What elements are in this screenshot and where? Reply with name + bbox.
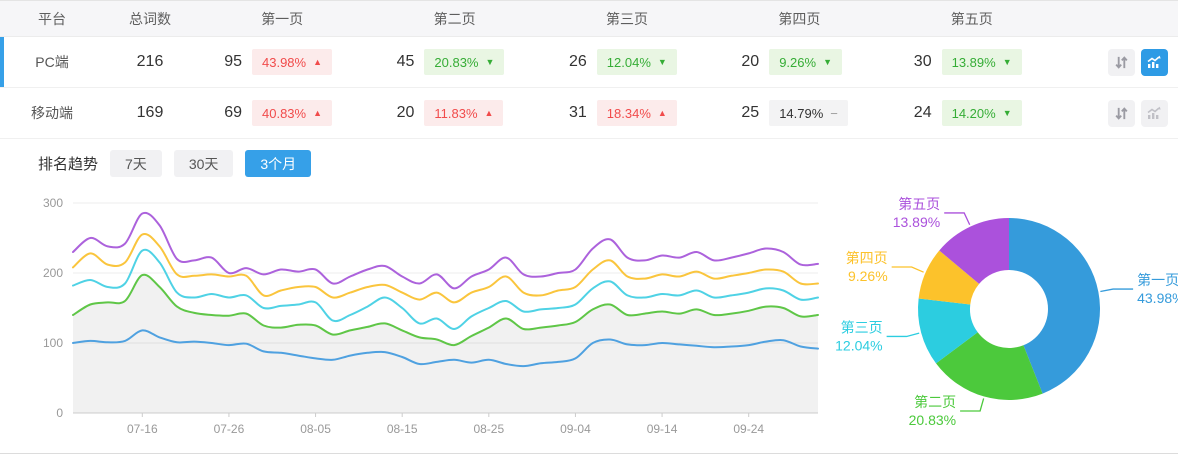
- page3-trend-badge: 12.04% ▼: [596, 49, 677, 75]
- page1-trend-badge: 43.98% ▲: [252, 49, 333, 75]
- svg-text:100: 100: [43, 336, 63, 350]
- range-tab-1[interactable]: 30天: [173, 150, 234, 177]
- page4-trend-badge: 14.79% −: [769, 100, 848, 126]
- line-chart-svg: 0 100 200 300 07-16 07-26 08-05 08-15 08-25 09-04…: [43, 196, 819, 436]
- svg-text:09-14: 09-14: [647, 422, 678, 436]
- col-header-page5: 第五页: [950, 10, 993, 27]
- svg-text:07-26: 07-26: [214, 422, 245, 436]
- range-tabs: 7天 30天 3个月: [110, 150, 312, 177]
- svg-text:20.83%: 20.83%: [909, 412, 956, 428]
- page2-count: 20: [396, 104, 415, 121]
- trend-arrow-icon: ▲: [313, 107, 323, 118]
- svg-text:300: 300: [43, 196, 63, 210]
- svg-text:08-05: 08-05: [300, 422, 331, 436]
- svg-text:12.04%: 12.04%: [835, 337, 882, 353]
- page3-count: 31: [569, 104, 587, 121]
- total-words: 216: [136, 53, 164, 70]
- donut-chart-svg: 第一页 43.98% 第二页 20.83% 第三页 12.04% 第四页 9.26% 第五页 13…: [835, 196, 1178, 428]
- col-header-page2: 第二页: [433, 10, 476, 27]
- page4-trend-badge: 9.26% ▼: [769, 49, 842, 75]
- charts-area: 0 100 200 300 07-16 07-26 08-05 08-15 08-25 09-04…: [0, 186, 1178, 453]
- trend-arrow-icon: ▼: [1002, 56, 1012, 67]
- trend-arrow-icon: ▲: [313, 56, 323, 67]
- svg-text:9.26%: 9.26%: [848, 268, 888, 284]
- range-tab-0[interactable]: 7天: [110, 150, 162, 177]
- page5-trend-badge: 14.20% ▼: [941, 100, 1022, 126]
- trend-chart-icon: [1148, 55, 1162, 68]
- trend-section-title: 排名趋势: [38, 156, 99, 173]
- page2-trend-badge: 20.83% ▼: [424, 49, 505, 75]
- platform-label: PC端: [35, 54, 69, 70]
- page4-count: 20: [741, 53, 760, 70]
- page-distribution-donut: 第一页 43.98% 第二页 20.83% 第三页 12.04% 第四页 9.26% 第五页 13…: [830, 186, 1178, 453]
- sort-updown-button[interactable]: [1107, 48, 1135, 76]
- trend-chart-button[interactable]: [1140, 99, 1168, 127]
- trend-arrow-icon: ▼: [485, 56, 495, 67]
- trend-arrow-icon: ▲: [657, 107, 667, 118]
- svg-text:08-25: 08-25: [473, 422, 504, 436]
- trend-toolbar: 排名趋势 7天 30天 3个月: [0, 139, 1178, 186]
- table-row-mobile[interactable]: 移动端 169 69 40.83% ▲ 20 11.83% ▲ 31 18.34% ▲ 25…: [0, 88, 1178, 139]
- trend-arrow-icon: ▼: [823, 56, 832, 67]
- page1-count: 69: [224, 104, 242, 121]
- svg-text:07-16: 07-16: [127, 422, 158, 436]
- trend-arrow-icon: ▼: [1002, 107, 1012, 118]
- trend-arrow-icon: ▼: [657, 56, 667, 67]
- updown-arrows-icon: [1115, 106, 1128, 120]
- rank-table: 平台 总词数 第一页 第二页 第三页 第四页 第五页 PC端 216 95 43.…: [0, 1, 1178, 139]
- table-row-pc[interactable]: PC端 216 95 43.98% ▲ 45 20.83% ▼ 26 12.04% ▼ 20…: [0, 37, 1178, 88]
- page2-trend-badge: 11.83% ▲: [424, 100, 504, 126]
- page5-count: 30: [913, 53, 932, 70]
- page2-count: 45: [396, 53, 415, 70]
- svg-text:13.89%: 13.89%: [893, 214, 940, 230]
- trend-chart-button[interactable]: [1140, 48, 1168, 76]
- svg-text:09-04: 09-04: [560, 422, 591, 436]
- svg-text:0: 0: [56, 406, 63, 420]
- svg-text:第四页: 第四页: [846, 250, 888, 266]
- svg-text:第一页: 第一页: [1137, 272, 1178, 288]
- trend-chart-icon: [1148, 106, 1162, 119]
- range-tab-2[interactable]: 3个月: [245, 150, 312, 177]
- updown-arrows-icon: [1115, 55, 1128, 69]
- svg-text:09-24: 09-24: [733, 422, 764, 436]
- svg-text:43.98%: 43.98%: [1137, 290, 1178, 306]
- svg-text:第二页: 第二页: [914, 394, 956, 410]
- trend-arrow-icon: ▲: [484, 107, 494, 118]
- col-header-platform: 平台: [38, 10, 66, 27]
- table-header-row: 平台 总词数 第一页 第二页 第三页 第四页 第五页: [0, 1, 1178, 37]
- page4-count: 25: [741, 104, 760, 121]
- page1-trend-badge: 40.83% ▲: [252, 100, 333, 126]
- trend-arrow-icon: −: [830, 105, 838, 121]
- trend-line-chart: 0 100 200 300 07-16 07-26 08-05 08-15 08-25 09-04…: [0, 186, 830, 453]
- svg-text:200: 200: [43, 266, 63, 280]
- page3-trend-badge: 18.34% ▲: [596, 100, 677, 126]
- col-header-total: 总词数: [129, 10, 171, 27]
- svg-text:第三页: 第三页: [841, 319, 883, 335]
- total-words: 169: [136, 104, 164, 121]
- page5-trend-badge: 13.89% ▼: [941, 49, 1022, 75]
- col-header-page4: 第四页: [778, 10, 821, 27]
- col-header-page3: 第三页: [605, 10, 648, 27]
- platform-label: 移动端: [31, 105, 73, 121]
- page1-count: 95: [224, 53, 242, 70]
- svg-text:08-15: 08-15: [387, 422, 418, 436]
- page5-count: 24: [913, 104, 932, 121]
- col-header-page1: 第一页: [261, 10, 304, 27]
- page3-count: 26: [569, 53, 587, 70]
- sort-updown-button[interactable]: [1107, 99, 1135, 127]
- svg-text:第五页: 第五页: [898, 196, 940, 212]
